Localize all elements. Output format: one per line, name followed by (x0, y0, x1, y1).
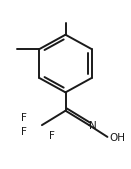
Text: F: F (49, 131, 55, 141)
Text: N: N (89, 121, 97, 131)
Text: OH: OH (109, 133, 125, 143)
Text: F: F (21, 113, 27, 123)
Text: F: F (21, 127, 27, 137)
